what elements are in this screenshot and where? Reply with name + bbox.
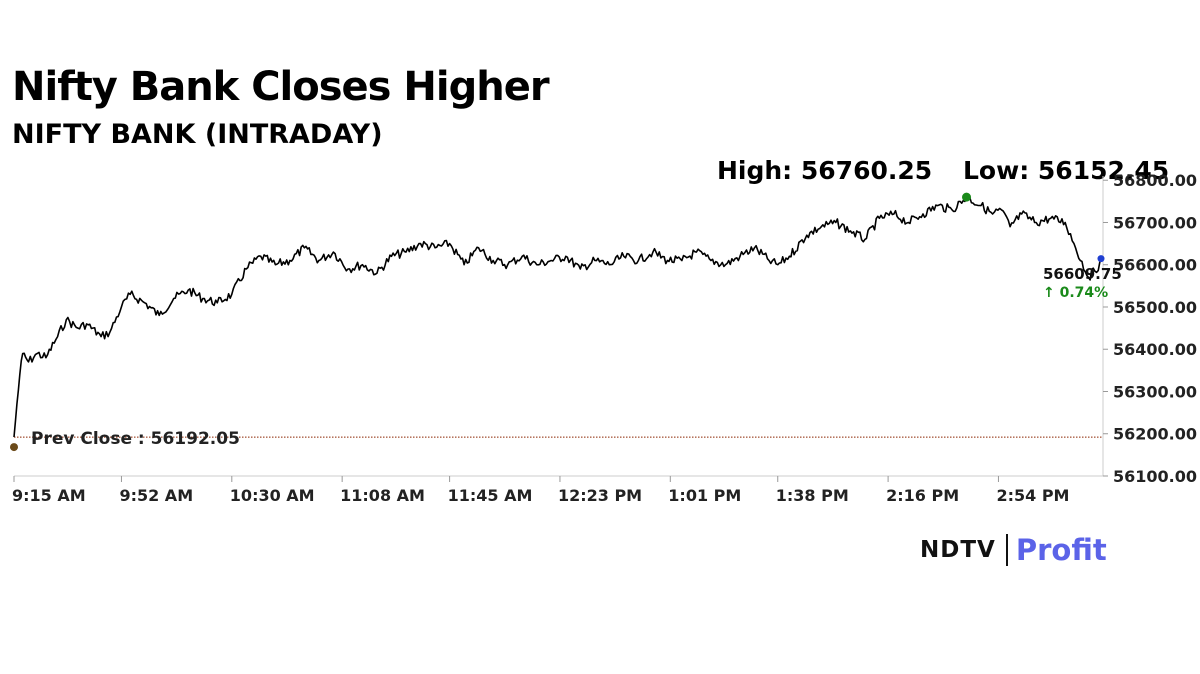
y-tick-label: 56400.00 [1113, 340, 1197, 359]
page-title: Nifty Bank Closes Higher [12, 64, 550, 110]
x-tick-label: 1:01 PM [668, 486, 741, 505]
x-tick-label: 10:30 AM [230, 486, 315, 505]
y-tick-label: 56300.00 [1113, 382, 1197, 401]
high-point-marker [962, 192, 972, 202]
x-tick-label: 2:16 PM [886, 486, 959, 505]
y-tick-label: 56500.00 [1113, 298, 1197, 317]
y-tick-label: 56700.00 [1113, 213, 1197, 232]
y-tick-label: 56800.00 [1113, 171, 1197, 190]
x-tick-label: 11:08 AM [340, 486, 425, 505]
low-label: Low: 56152.45 [963, 156, 1170, 185]
x-tick-label: 12:23 PM [558, 486, 642, 505]
y-tick-label: 56100.00 [1113, 467, 1197, 486]
ndtv-profit-logo: NDTV Profit [920, 532, 1107, 568]
high-label: High: 56760.25 [717, 156, 933, 185]
logo-ndtv-text: NDTV [920, 537, 996, 563]
logo-profit-text: Profit [1015, 533, 1107, 567]
x-tick-label: 9:52 AM [119, 486, 193, 505]
last-point-marker [1097, 255, 1105, 263]
x-tick-label: 9:15 AM [12, 486, 86, 505]
series-line [13, 196, 1104, 438]
logo-divider [1005, 534, 1008, 566]
x-tick-label: 2:54 PM [996, 486, 1069, 505]
y-tick-label: 56600.00 [1113, 256, 1197, 275]
y-tick-label: 56200.00 [1113, 425, 1197, 444]
chart-subtitle: NIFTY BANK (INTRADAY) [12, 119, 383, 150]
last-value-label: 56609.75 [1043, 265, 1122, 283]
change-percent-label: ↑ 0.74% [1043, 285, 1108, 301]
open-point-marker [10, 443, 18, 452]
prev-close-label: Prev Close : 56192.05 [31, 429, 240, 449]
x-tick-label: 11:45 AM [448, 486, 533, 505]
x-tick-label: 1:38 PM [776, 486, 849, 505]
